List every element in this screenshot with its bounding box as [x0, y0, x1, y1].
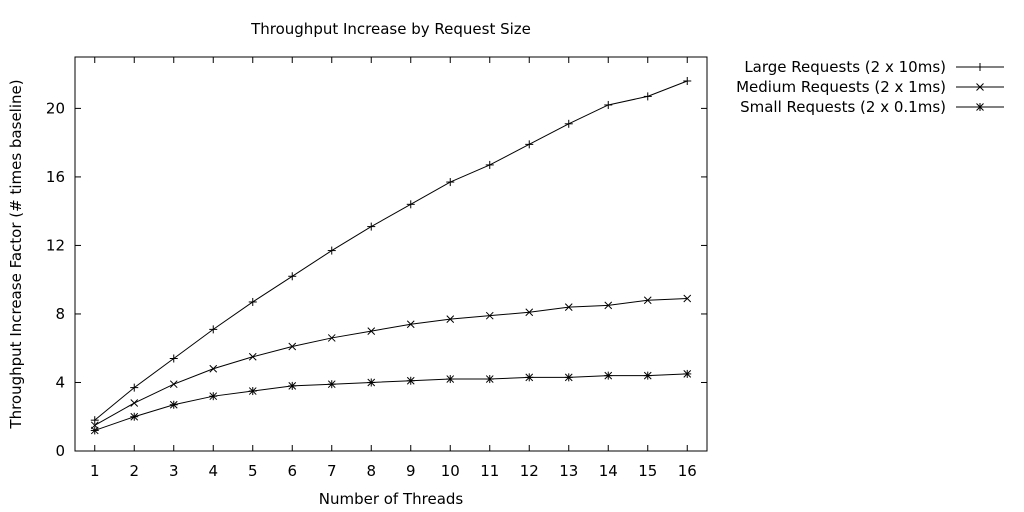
x-tick-label: 4 — [208, 462, 218, 480]
data-point-plus — [327, 246, 336, 255]
x-tick-label: 15 — [638, 462, 657, 480]
x-tick-label: 3 — [169, 462, 179, 480]
x-tick-label: 16 — [678, 462, 697, 480]
data-point-star — [248, 387, 257, 396]
data-point-plus — [604, 100, 613, 109]
x-tick-label: 11 — [480, 462, 499, 480]
data-point-star — [446, 375, 455, 384]
x-axis-label: Number of Threads — [319, 490, 464, 508]
legend-marker-plus — [976, 63, 984, 71]
data-point-plus — [288, 272, 297, 281]
data-point-plus — [525, 140, 534, 149]
y-axis-label: Throughput Increase Factor (# times base… — [7, 79, 25, 429]
legend-label: Medium Requests (2 x 1ms) — [736, 78, 946, 96]
x-tick-label: 2 — [129, 462, 139, 480]
x-tick-label: 13 — [559, 462, 578, 480]
data-point-cross — [485, 311, 494, 320]
data-point-cross — [327, 334, 336, 342]
series-line-star — [94, 373, 688, 431]
y-tick-label: 8 — [55, 305, 65, 323]
legend-label: Large Requests (2 x 10ms) — [744, 58, 946, 76]
data-point-plus — [485, 160, 494, 169]
data-point-star — [90, 426, 99, 435]
data-point-star — [683, 369, 692, 378]
data-point-plus — [90, 416, 99, 425]
data-point-plus — [209, 325, 218, 334]
data-point-cross — [604, 301, 613, 310]
data-point-cross — [564, 303, 573, 311]
data-point-plus — [564, 119, 573, 128]
data-point-plus — [643, 92, 652, 101]
x-tick-label: 10 — [441, 462, 460, 480]
data-point-star — [604, 371, 613, 380]
plot-frame — [74, 56, 708, 452]
data-point-plus — [169, 354, 178, 363]
x-tick-label: 1 — [90, 462, 100, 480]
data-point-star — [643, 371, 652, 380]
data-point-plus — [406, 200, 415, 209]
x-tick-label: 7 — [327, 462, 337, 480]
data-point-plus — [683, 76, 692, 85]
x-tick-label: 6 — [287, 462, 297, 480]
chart-title: Throughput Increase by Request Size — [250, 20, 531, 38]
x-tick-label: 5 — [248, 462, 258, 480]
data-point-star — [288, 381, 297, 390]
x-tick-label: 9 — [406, 462, 416, 480]
data-point-cross — [643, 296, 652, 305]
data-point-cross — [525, 308, 534, 317]
data-point-cross — [683, 294, 692, 303]
series-line-plus — [94, 80, 688, 421]
legend: Large Requests (2 x 10ms) Medium Requests… — [736, 58, 1004, 116]
data-point-star — [130, 412, 139, 421]
data-point-star — [485, 375, 494, 384]
data-point-cross — [288, 342, 297, 351]
y-tick-label: 12 — [46, 236, 65, 254]
data-point-cross — [209, 364, 218, 373]
data-point-cross — [367, 327, 376, 335]
series-line-cross — [94, 298, 688, 426]
x-tick-label: 12 — [520, 462, 539, 480]
y-tick-label: 16 — [46, 168, 65, 186]
y-tick-label: 4 — [55, 373, 65, 391]
data-point-plus — [130, 383, 139, 392]
data-point-star — [525, 373, 534, 382]
data-point-star — [327, 380, 336, 389]
data-point-star — [564, 373, 573, 382]
data-point-cross — [406, 320, 415, 329]
data-point-star — [367, 378, 376, 387]
x-tick-label: 8 — [366, 462, 376, 480]
data-point-star — [406, 376, 415, 385]
data-point-cross — [248, 352, 257, 361]
data-point-plus — [248, 297, 257, 306]
data-point-cross — [169, 380, 178, 389]
data-point-star — [169, 400, 178, 409]
y-tick-label: 0 — [55, 442, 65, 460]
data-point-plus — [446, 178, 455, 187]
data-point-cross — [446, 315, 455, 323]
y-tick-label: 20 — [46, 99, 65, 117]
data-point-plus — [367, 222, 376, 231]
legend-marker-star — [976, 103, 984, 111]
legend-label: Small Requests (2 x 0.1ms) — [740, 98, 946, 116]
x-tick-label: 14 — [599, 462, 618, 480]
data-point-star — [209, 392, 218, 401]
data-point-cross — [130, 399, 139, 407]
legend-marker-cross — [976, 83, 984, 91]
